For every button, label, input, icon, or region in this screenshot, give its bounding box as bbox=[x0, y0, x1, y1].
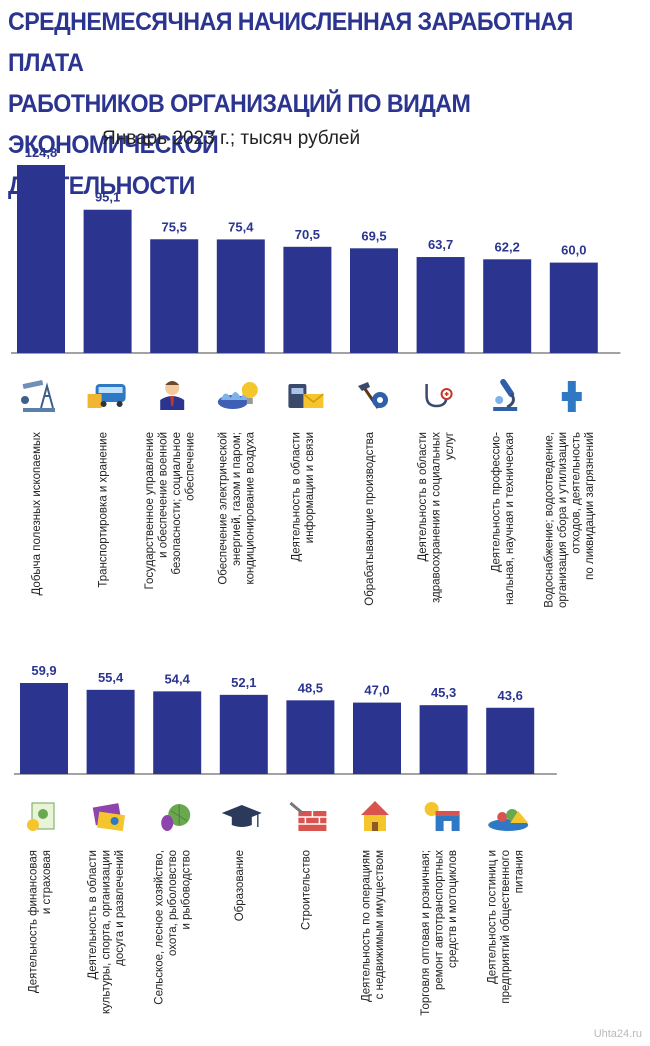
water-pipe-icon bbox=[561, 381, 582, 412]
bar bbox=[83, 209, 132, 353]
data-label: 45,3 bbox=[431, 685, 456, 700]
graduation-cap-icon bbox=[221, 805, 262, 827]
category-label: Деятельность в области здравоохранения и … bbox=[417, 432, 456, 603]
category-label: Государственное управление и обеспечение … bbox=[144, 432, 197, 589]
oil-pump-icon bbox=[21, 379, 55, 412]
phone-envelope-icon bbox=[288, 384, 324, 408]
watermark: Uhta24.ru bbox=[593, 1028, 642, 1040]
bar bbox=[350, 248, 398, 353]
bar bbox=[286, 700, 335, 774]
category-label: Обеспечение электрической энергией, газом… bbox=[217, 431, 256, 584]
bar bbox=[86, 689, 135, 774]
category-label: Сельское, лесное хозяйство, охота, рыболо… bbox=[154, 850, 193, 1005]
data-label: 62,2 bbox=[495, 239, 520, 254]
category-label: Водоснабжение; водоотведение, организация… bbox=[544, 432, 597, 608]
coins-shop-icon bbox=[424, 802, 460, 831]
category-label: Строительство bbox=[300, 850, 312, 930]
data-label: 48,5 bbox=[298, 680, 323, 695]
data-label: 69,5 bbox=[361, 228, 386, 243]
bar bbox=[20, 683, 68, 774]
gas-flame-lightbulb-icon bbox=[217, 382, 258, 409]
hammer-gear-icon bbox=[358, 382, 388, 409]
category-label: Добыча полезных ископаемых bbox=[31, 432, 43, 596]
data-label: 75,4 bbox=[228, 219, 254, 234]
bar bbox=[549, 262, 598, 353]
bar bbox=[283, 246, 332, 353]
house-icon bbox=[361, 801, 389, 831]
category-label: Деятельность в области информации и связи bbox=[291, 432, 317, 562]
category-label: Деятельность по операциям с недвижимым им… bbox=[360, 850, 386, 1002]
microscope-icon bbox=[493, 379, 518, 411]
category-label: Деятельность профессио-нальная, научная … bbox=[490, 432, 516, 605]
bar bbox=[483, 259, 532, 353]
chart-subtitle: Январь 2023 г.; тысяч рублей bbox=[102, 128, 361, 149]
category-label: Деятельность гостиниц и предприятий общес… bbox=[487, 850, 526, 1004]
data-label: 124,8 bbox=[25, 145, 58, 160]
stethoscope-icon bbox=[425, 384, 453, 408]
title-line: СРЕДНЕМЕСЯЧНАЯ НАЧИСЛЕННАЯ ЗАРАБОТНАЯ ПЛ… bbox=[8, 8, 573, 77]
bar bbox=[416, 257, 465, 353]
data-label: 52,1 bbox=[231, 675, 256, 690]
data-label: 47,0 bbox=[364, 683, 389, 698]
data-label: 75,5 bbox=[162, 219, 187, 234]
theater-tickets-icon bbox=[92, 803, 126, 832]
bar bbox=[486, 707, 535, 774]
category-label: Торговля оптовая и розничная; ремонт авто… bbox=[420, 850, 459, 1016]
data-label: 70,5 bbox=[295, 227, 320, 242]
bar bbox=[150, 239, 199, 353]
bar bbox=[153, 691, 202, 774]
bar bbox=[419, 705, 468, 774]
bar bbox=[353, 702, 401, 774]
category-label: Образование bbox=[234, 850, 246, 921]
data-label: 55,4 bbox=[98, 670, 124, 685]
official-person-icon bbox=[160, 381, 185, 410]
data-label: 43,6 bbox=[498, 688, 523, 703]
food-plate-icon bbox=[488, 809, 529, 831]
category-label: Деятельность в области культуры, спорта, … bbox=[87, 850, 126, 1014]
data-label: 63,7 bbox=[428, 237, 453, 252]
bar bbox=[17, 165, 65, 353]
money-document-icon bbox=[27, 802, 55, 831]
data-label: 60,0 bbox=[561, 243, 586, 258]
category-label: Деятельность финансовая и страховая bbox=[27, 850, 53, 993]
trowel-bricks-icon bbox=[289, 801, 327, 831]
bar bbox=[216, 239, 265, 353]
data-label: 95,1 bbox=[95, 190, 120, 205]
bar bbox=[219, 694, 268, 774]
title-line: РАБОТНИКОВ ОРГАНИЗАЦИЙ ПО ВИДАМ ЭКОНОМИЧ… bbox=[8, 90, 471, 159]
category-label: Обрабатывающие производства bbox=[364, 431, 376, 605]
category-label: Транспортировка и хранение bbox=[98, 432, 110, 588]
data-label: 54,4 bbox=[165, 671, 191, 686]
vegetables-icon bbox=[161, 804, 191, 831]
data-label: 59,9 bbox=[31, 663, 56, 678]
bus-icon bbox=[87, 384, 126, 408]
